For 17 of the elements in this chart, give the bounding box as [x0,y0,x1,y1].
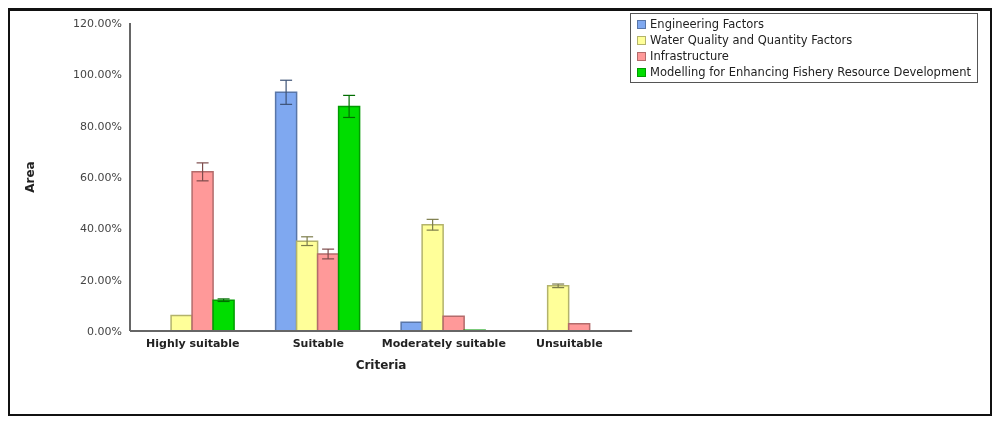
y-axis-title: Area [23,161,38,193]
y-tick-label: 20.00% [80,273,122,287]
y-tick-label: 80.00% [80,119,122,133]
legend-label: Modelling for Enhancing Fishery Resource Development [650,64,971,80]
x-tick-label: Highly suitable [146,336,240,350]
legend-label: Water Quality and Quantity Factors [650,32,853,48]
y-tick-label: 100.00% [73,68,122,82]
x-tick-label: Unsuitable [535,336,603,350]
x-axis-title: Criteria [355,358,407,372]
y-tick-label: 120.00% [73,16,122,30]
x-tick-label: Suitable [292,336,344,350]
y-tick-label: 60.00% [80,170,122,184]
x-tick-label: Moderately suitable [381,336,506,350]
y-tick-label: 40.00% [80,222,122,236]
y-tick-label: 0.00% [87,324,122,338]
legend-label: Engineering Factors [650,16,764,32]
legend-label: Infrastructure [650,48,729,64]
